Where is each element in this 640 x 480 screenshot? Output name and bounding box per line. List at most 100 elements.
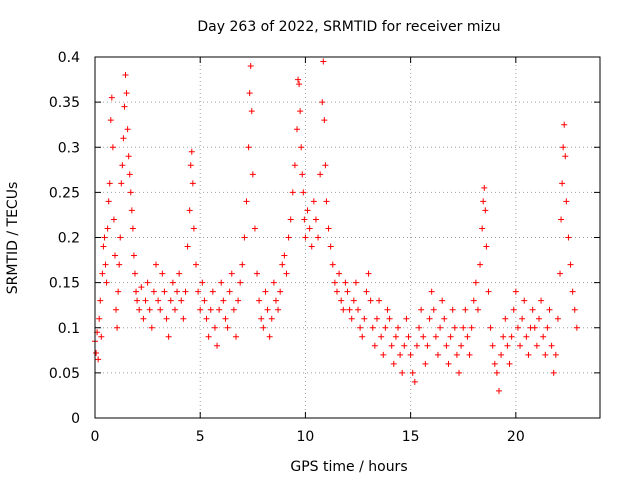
data-point bbox=[95, 356, 102, 363]
data-point bbox=[554, 315, 561, 322]
data-point bbox=[205, 333, 212, 340]
data-point bbox=[207, 306, 214, 313]
data-point bbox=[483, 243, 490, 250]
data-point bbox=[165, 333, 172, 340]
data-point bbox=[140, 315, 147, 322]
chart-title: Day 263 of 2022, SRMTID for receiver miz… bbox=[197, 19, 500, 35]
data-point bbox=[131, 270, 138, 277]
data-point bbox=[365, 270, 372, 277]
data-point bbox=[294, 126, 300, 133]
data-point bbox=[148, 324, 155, 331]
data-point bbox=[176, 270, 183, 277]
data-point bbox=[565, 234, 572, 241]
data-point bbox=[428, 288, 435, 295]
data-point bbox=[258, 315, 265, 322]
data-point bbox=[224, 324, 231, 331]
data-point bbox=[247, 63, 254, 70]
data-point bbox=[376, 297, 383, 304]
data-point bbox=[114, 324, 121, 331]
data-point bbox=[283, 270, 290, 277]
data-point bbox=[239, 261, 246, 268]
data-point bbox=[216, 306, 223, 313]
data-point bbox=[432, 333, 439, 340]
data-point bbox=[106, 180, 113, 187]
data-point bbox=[512, 288, 519, 295]
data-point bbox=[186, 207, 193, 214]
data-point bbox=[388, 342, 395, 349]
y-tick-label: 0 bbox=[71, 411, 80, 427]
data-point bbox=[411, 378, 418, 385]
data-point bbox=[190, 225, 197, 232]
data-point bbox=[529, 306, 536, 313]
data-point bbox=[100, 243, 107, 250]
y-axis-title: SRMTID / TECUs bbox=[5, 182, 21, 295]
data-point bbox=[481, 184, 488, 191]
data-point bbox=[195, 288, 202, 295]
data-point bbox=[567, 261, 574, 268]
data-point bbox=[561, 121, 568, 128]
data-point bbox=[322, 162, 329, 169]
data-point bbox=[407, 351, 414, 358]
data-point bbox=[197, 306, 204, 313]
data-point bbox=[187, 162, 194, 169]
data-point bbox=[304, 207, 311, 214]
data-point bbox=[489, 342, 496, 349]
data-point bbox=[491, 360, 498, 367]
data-point bbox=[129, 225, 136, 232]
data-point bbox=[519, 315, 526, 322]
data-point bbox=[189, 180, 196, 187]
data-point bbox=[439, 297, 446, 304]
data-point bbox=[299, 171, 306, 178]
data-point bbox=[188, 148, 195, 155]
data-point bbox=[116, 261, 123, 268]
data-point bbox=[359, 333, 366, 340]
data-point bbox=[569, 288, 576, 295]
data-point bbox=[386, 315, 393, 322]
data-point bbox=[319, 99, 326, 106]
x-tick-label: 15 bbox=[402, 429, 420, 445]
data-point bbox=[510, 306, 517, 313]
data-point bbox=[346, 306, 353, 313]
data-point bbox=[434, 351, 441, 358]
data-point bbox=[420, 333, 427, 340]
data-point bbox=[533, 342, 540, 349]
data-point bbox=[96, 315, 103, 322]
data-point bbox=[245, 144, 252, 151]
data-point bbox=[320, 58, 327, 65]
data-point bbox=[117, 234, 124, 241]
data-point bbox=[336, 270, 343, 277]
data-point bbox=[127, 189, 134, 196]
data-point bbox=[521, 297, 528, 304]
data-point bbox=[500, 333, 507, 340]
data-point bbox=[403, 315, 410, 322]
y-tick-labels: 0 0.05 0.1 0.15 0.2 0.25 0.3 0.35 0.4 bbox=[49, 50, 80, 427]
data-point bbox=[289, 189, 296, 196]
y-tick-label: 0.3 bbox=[58, 140, 80, 156]
data-point bbox=[120, 135, 127, 142]
data-point bbox=[395, 324, 401, 331]
data-point bbox=[167, 297, 174, 304]
data-point bbox=[344, 288, 351, 295]
data-point bbox=[525, 351, 532, 358]
data-point bbox=[325, 225, 332, 232]
data-point bbox=[338, 297, 345, 304]
data-point bbox=[98, 333, 105, 340]
data-point bbox=[134, 297, 141, 304]
data-point bbox=[464, 333, 471, 340]
data-point bbox=[222, 315, 229, 322]
grid bbox=[95, 57, 600, 418]
y-tick-label: 0.1 bbox=[58, 321, 80, 337]
data-point bbox=[180, 315, 187, 322]
data-point bbox=[535, 315, 542, 322]
data-point bbox=[462, 306, 469, 313]
data-point bbox=[285, 234, 292, 241]
data-point bbox=[133, 288, 140, 295]
data-point bbox=[390, 360, 397, 367]
data-point bbox=[426, 315, 433, 322]
data-point bbox=[573, 324, 580, 331]
x-tick-label: 0 bbox=[91, 429, 100, 445]
data-point bbox=[382, 324, 389, 331]
data-point bbox=[270, 279, 277, 286]
data-point bbox=[174, 288, 181, 295]
data-point bbox=[279, 261, 286, 268]
